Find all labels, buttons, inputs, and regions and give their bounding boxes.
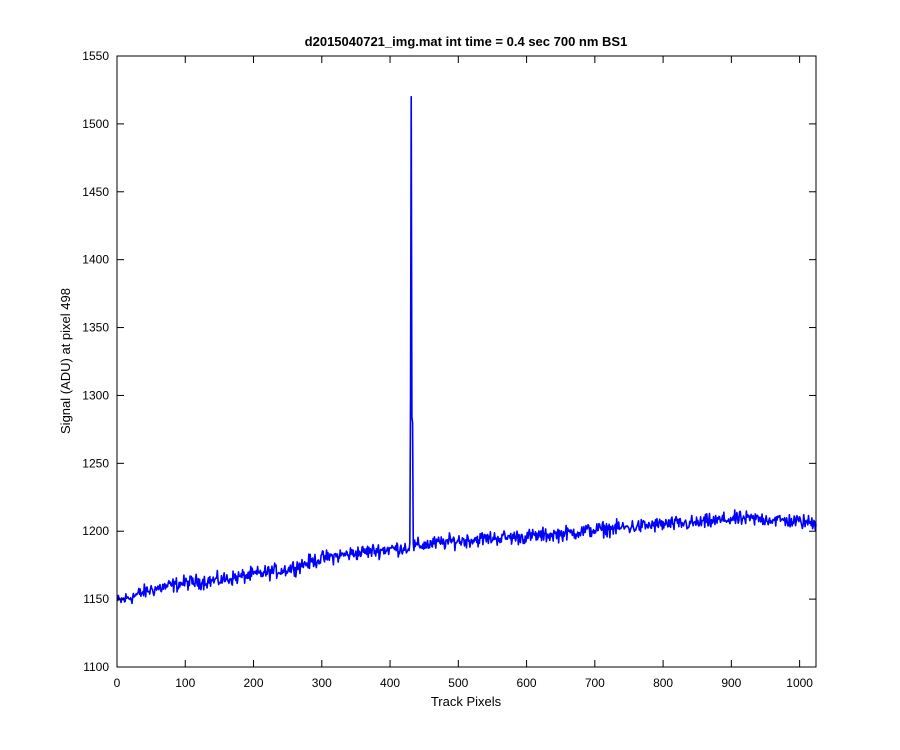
x-tick-label: 100 [175,676,195,690]
x-tick-label: 0 [114,676,121,690]
axes-box [116,55,817,668]
x-tick-label: 200 [244,676,264,690]
y-tick-label: 1500 [82,117,109,131]
x-tick-label: 500 [448,676,468,690]
x-tick-label: 800 [653,676,673,690]
y-tick-label: 1250 [82,456,109,470]
y-tick-label: 1150 [83,592,109,606]
y-tick-label: 1450 [82,185,109,199]
y-tick-label: 1350 [82,321,109,335]
x-tick-label: 600 [517,676,537,690]
x-tick-label: 300 [312,676,332,690]
x-axis-ticks: 0 100 200 300 400 500 600 700 800 900 1000 [114,56,813,690]
axes-background [117,56,816,667]
x-tick-label: 900 [721,676,741,690]
chart-title: d2015040721_img.mat int time = 0.4 sec 7… [305,34,628,49]
series-layer [116,95,817,605]
x-tick-label: 400 [380,676,400,690]
y-tick-label: 1100 [83,660,109,674]
signal-series-line [116,95,817,605]
x-tick-label: 700 [585,676,605,690]
x-axis-label: Track Pixels [431,694,502,709]
y-axis-ticks: 1100 1150 1200 1250 1300 1350 1400 1450 1500 1550 [82,49,816,674]
x-tick-label: 1000 [786,676,813,690]
y-tick-label: 1300 [82,388,109,402]
y-tick-label: 1550 [82,49,109,63]
y-tick-label: 1200 [82,524,109,538]
y-axis-label: Signal (ADU) at pixel 498 [58,288,73,434]
plot-area [117,56,816,667]
y-tick-label: 1400 [82,253,109,267]
